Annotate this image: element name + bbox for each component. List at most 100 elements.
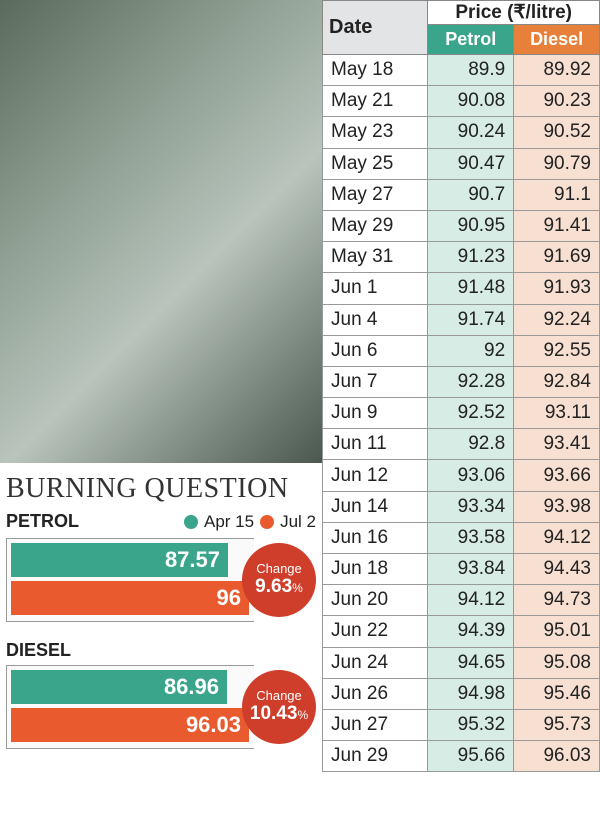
cell-petrol: 92.52 xyxy=(428,398,514,429)
cell-petrol: 91.48 xyxy=(428,273,514,304)
cell-date: Jun 4 xyxy=(323,304,428,335)
cell-diesel: 91.41 xyxy=(514,210,600,241)
table-row: Jun 2094.1294.73 xyxy=(323,585,600,616)
table-row: Jun 1893.8494.43 xyxy=(323,554,600,585)
legend-label-jul: Jul 2 xyxy=(280,512,316,532)
legend-dot-apr xyxy=(184,515,198,529)
cell-diesel: 90.79 xyxy=(514,148,600,179)
cell-petrol: 89.9 xyxy=(428,55,514,86)
cell-date: Jun 16 xyxy=(323,522,428,553)
cell-petrol: 94.65 xyxy=(428,647,514,678)
table-row: May 2990.9591.41 xyxy=(323,210,600,241)
cell-petrol: 92 xyxy=(428,335,514,366)
table-row: Jun 992.5293.11 xyxy=(323,398,600,429)
cell-date: Jun 29 xyxy=(323,741,428,772)
legend-row: PETROL Apr 15 Jul 2 xyxy=(6,511,316,532)
cell-date: Jun 12 xyxy=(323,460,428,491)
diesel-jul-value: 96.03 xyxy=(186,712,241,738)
table-row: May 2190.0890.23 xyxy=(323,86,600,117)
table-row: Jun 191.4891.93 xyxy=(323,273,600,304)
photo-placeholder xyxy=(0,0,322,463)
cell-date: Jun 22 xyxy=(323,616,428,647)
cell-diesel: 90.23 xyxy=(514,86,600,117)
cell-petrol: 94.98 xyxy=(428,678,514,709)
cell-petrol: 95.32 xyxy=(428,709,514,740)
pct-symbol: % xyxy=(292,581,303,595)
petrol-bars-box: 87.57 96 xyxy=(6,538,254,622)
left-column: BURNING QUESTION PETROL Apr 15 Jul 2 87.… xyxy=(0,0,322,814)
cell-diesel: 91.93 xyxy=(514,273,600,304)
burning-question-panel: BURNING QUESTION PETROL Apr 15 Jul 2 87.… xyxy=(0,463,322,749)
cell-date: Jun 1 xyxy=(323,273,428,304)
cell-diesel: 95.08 xyxy=(514,647,600,678)
cell-diesel: 93.41 xyxy=(514,429,600,460)
change-word: Change xyxy=(256,689,302,703)
cell-petrol: 90.08 xyxy=(428,86,514,117)
change-word: Change xyxy=(256,562,302,576)
cell-date: Jun 14 xyxy=(323,491,428,522)
cell-diesel: 94.12 xyxy=(514,522,600,553)
cell-date: Jun 24 xyxy=(323,647,428,678)
petrol-jul-value: 96 xyxy=(217,585,241,611)
diesel-change-badge: Change 10.43% xyxy=(242,670,316,744)
fuel-label-diesel: DIESEL xyxy=(6,640,316,661)
table-row: Jun 1693.5894.12 xyxy=(323,522,600,553)
cell-diesel: 92.55 xyxy=(514,335,600,366)
petrol-bar-jul: 96 xyxy=(11,581,249,615)
cell-date: May 27 xyxy=(323,179,428,210)
cell-date: May 21 xyxy=(323,86,428,117)
cell-petrol: 91.74 xyxy=(428,304,514,335)
cell-date: May 18 xyxy=(323,55,428,86)
th-price: Price (₹/litre) xyxy=(428,1,600,25)
cell-petrol: 92.28 xyxy=(428,366,514,397)
diesel-bars-box: 86.96 96.03 xyxy=(6,665,254,749)
cell-diesel: 95.01 xyxy=(514,616,600,647)
price-table: Date Price (₹/litre) Petrol Diesel May 1… xyxy=(322,0,600,772)
cell-date: Jun 18 xyxy=(323,554,428,585)
table-row: Jun 1192.893.41 xyxy=(323,429,600,460)
petrol-change-value: 9.63 xyxy=(255,576,292,597)
petrol-bars-block: 87.57 96 Change 9.63% xyxy=(6,538,316,622)
cell-petrol: 92.8 xyxy=(428,429,514,460)
cell-date: May 25 xyxy=(323,148,428,179)
th-petrol: Petrol xyxy=(428,25,514,55)
cell-date: May 29 xyxy=(323,210,428,241)
cell-date: Jun 7 xyxy=(323,366,428,397)
fuel-label-petrol: PETROL xyxy=(6,511,79,532)
pct-symbol: % xyxy=(297,708,308,722)
petrol-change-badge: Change 9.63% xyxy=(242,543,316,617)
cell-diesel: 94.43 xyxy=(514,554,600,585)
price-table-body: May 1889.989.92May 2190.0890.23May 2390.… xyxy=(323,55,600,772)
cell-petrol: 90.24 xyxy=(428,117,514,148)
cell-petrol: 93.06 xyxy=(428,460,514,491)
cell-date: Jun 27 xyxy=(323,709,428,740)
diesel-bar-apr: 86.96 xyxy=(11,670,227,704)
cell-petrol: 90.95 xyxy=(428,210,514,241)
legend-label-apr: Apr 15 xyxy=(204,512,254,532)
cell-petrol: 93.84 xyxy=(428,554,514,585)
diesel-bar-jul: 96.03 xyxy=(11,708,249,742)
right-column: Date Price (₹/litre) Petrol Diesel May 1… xyxy=(322,0,600,814)
table-row: May 1889.989.92 xyxy=(323,55,600,86)
th-date: Date xyxy=(323,1,428,55)
cell-date: Jun 11 xyxy=(323,429,428,460)
cell-date: Jun 6 xyxy=(323,335,428,366)
cell-diesel: 95.46 xyxy=(514,678,600,709)
cell-date: Jun 20 xyxy=(323,585,428,616)
cell-diesel: 94.73 xyxy=(514,585,600,616)
cell-petrol: 94.39 xyxy=(428,616,514,647)
table-row: Jun 2795.3295.73 xyxy=(323,709,600,740)
table-row: Jun 2494.6595.08 xyxy=(323,647,600,678)
table-row: Jun 792.2892.84 xyxy=(323,366,600,397)
table-row: Jun 2694.9895.46 xyxy=(323,678,600,709)
cell-diesel: 96.03 xyxy=(514,741,600,772)
petrol-bar-apr: 87.57 xyxy=(11,543,228,577)
cell-petrol: 90.47 xyxy=(428,148,514,179)
th-diesel: Diesel xyxy=(514,25,600,55)
table-row: Jun 1293.0693.66 xyxy=(323,460,600,491)
legend-dot-jul xyxy=(260,515,274,529)
table-row: Jun 2995.6696.03 xyxy=(323,741,600,772)
diesel-change-value: 10.43 xyxy=(250,703,298,724)
diesel-bars-block: 86.96 96.03 Change 10.43% xyxy=(6,665,316,749)
table-row: May 2790.791.1 xyxy=(323,179,600,210)
